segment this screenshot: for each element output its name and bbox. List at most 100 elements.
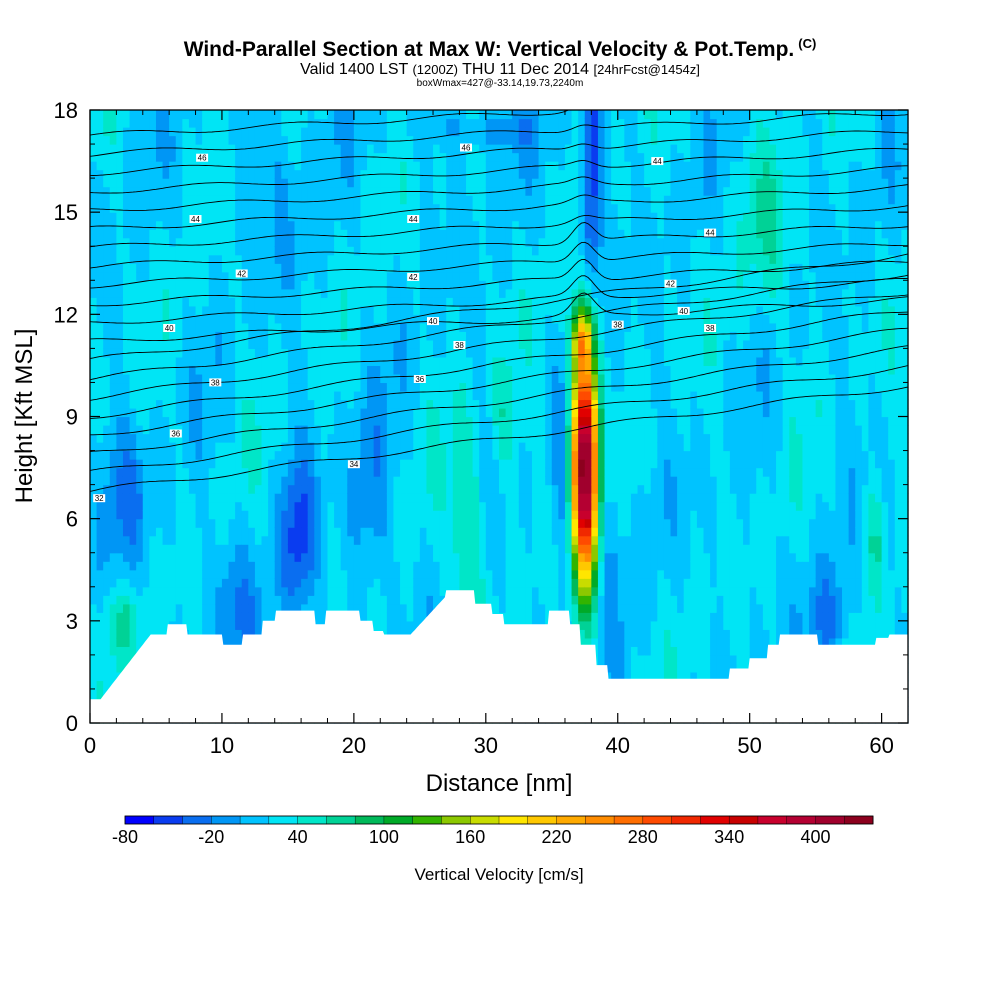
- velocity-cell: [485, 297, 494, 307]
- velocity-cell: [188, 365, 197, 375]
- velocity-cell: [426, 288, 434, 298]
- velocity-cell: [103, 237, 111, 247]
- velocity-cell: [215, 331, 223, 341]
- velocity-cell: [90, 322, 98, 332]
- velocity-cell: [314, 493, 322, 503]
- velocity-cell: [419, 220, 428, 230]
- velocity-cell: [426, 212, 434, 222]
- velocity-cell: [96, 688, 104, 699]
- velocity-cell: [419, 586, 428, 596]
- velocity-cell: [155, 229, 164, 239]
- velocity-cell: [182, 603, 190, 613]
- velocity-cell: [512, 416, 520, 426]
- velocity-cell: [235, 586, 243, 596]
- velocity-cell: [479, 544, 487, 554]
- velocity-cell: [320, 348, 329, 358]
- velocity-cell: [116, 578, 124, 588]
- velocity-cell: [235, 203, 243, 213]
- velocity-cell: [195, 433, 203, 443]
- velocity-cell: [142, 178, 150, 188]
- velocity-cell: [360, 450, 368, 460]
- velocity-cell: [116, 552, 124, 562]
- velocity-cell: [380, 484, 388, 494]
- velocity-cell: [307, 390, 315, 401]
- velocity-cell: [195, 229, 203, 239]
- velocity-cell: [294, 161, 302, 171]
- velocity-cell: [215, 169, 223, 179]
- velocity-cell: [320, 280, 329, 290]
- velocity-cell: [518, 220, 526, 230]
- velocity-cell: [406, 390, 414, 401]
- velocity-cell: [393, 535, 401, 545]
- velocity-cell: [294, 527, 302, 537]
- velocity-cell: [215, 595, 223, 605]
- velocity-cell: [136, 339, 144, 349]
- velocity-cell: [90, 663, 98, 673]
- velocity-cell: [512, 288, 520, 298]
- velocity-cell: [301, 578, 309, 588]
- velocity-cell: [466, 569, 474, 579]
- velocity-cell: [274, 373, 282, 384]
- velocity-cell: [301, 484, 309, 494]
- velocity-cell: [360, 561, 368, 571]
- velocity-cell: [188, 442, 197, 452]
- velocity-cell: [155, 237, 164, 247]
- velocity-cell: [393, 348, 401, 358]
- velocity-cell: [531, 178, 540, 188]
- velocity-cell: [512, 178, 520, 188]
- velocity-cell: [241, 620, 249, 630]
- velocity-cell: [538, 178, 546, 188]
- velocity-cell: [452, 246, 461, 256]
- velocity-cell: [221, 152, 230, 162]
- velocity-cell: [446, 467, 454, 477]
- velocity-cell: [518, 544, 526, 554]
- velocity-cell: [116, 595, 124, 605]
- velocity-cell: [221, 297, 230, 307]
- velocity-cell: [175, 237, 183, 247]
- velocity-cell: [162, 280, 170, 290]
- velocity-cell: [360, 569, 368, 579]
- velocity-cell: [505, 586, 513, 596]
- velocity-cell: [512, 425, 520, 435]
- velocity-cell: [129, 186, 137, 196]
- velocity-cell: [208, 595, 216, 605]
- velocity-cell: [505, 382, 513, 392]
- velocity-cell: [241, 314, 249, 324]
- velocity-cell: [518, 195, 526, 205]
- velocity-cell: [142, 263, 150, 273]
- velocity-cell: [122, 569, 131, 579]
- velocity-cell: [268, 331, 276, 341]
- velocity-cell: [446, 493, 454, 503]
- velocity-cell: [116, 390, 124, 401]
- velocity-cell: [466, 110, 474, 120]
- velocity-cell: [327, 493, 335, 503]
- velocity-cell: [505, 390, 513, 401]
- velocity-cell: [254, 297, 263, 307]
- velocity-cell: [307, 229, 315, 239]
- velocity-cell: [254, 229, 263, 239]
- velocity-cell: [400, 527, 408, 537]
- velocity-cell: [367, 203, 375, 213]
- velocity-cell: [386, 527, 395, 537]
- velocity-cell: [175, 271, 183, 281]
- velocity-cell: [142, 237, 150, 247]
- velocity-cell: [188, 110, 197, 120]
- velocity-cell: [452, 178, 461, 188]
- velocity-cell: [492, 152, 500, 162]
- velocity-cell: [367, 271, 375, 281]
- velocity-cell: [406, 578, 414, 588]
- velocity-cell: [466, 161, 474, 171]
- velocity-cell: [103, 544, 111, 554]
- velocity-cell: [380, 195, 388, 205]
- velocity-cell: [439, 118, 447, 128]
- velocity-cell: [221, 382, 230, 392]
- velocity-cell: [96, 561, 104, 571]
- velocity-cell: [360, 595, 368, 605]
- velocity-cell: [149, 246, 157, 256]
- velocity-cell: [538, 501, 546, 511]
- velocity-cell: [373, 544, 381, 554]
- velocity-cell: [499, 382, 507, 392]
- velocity-cell: [188, 527, 197, 537]
- velocity-cell: [109, 518, 117, 528]
- velocity-cell: [518, 510, 526, 520]
